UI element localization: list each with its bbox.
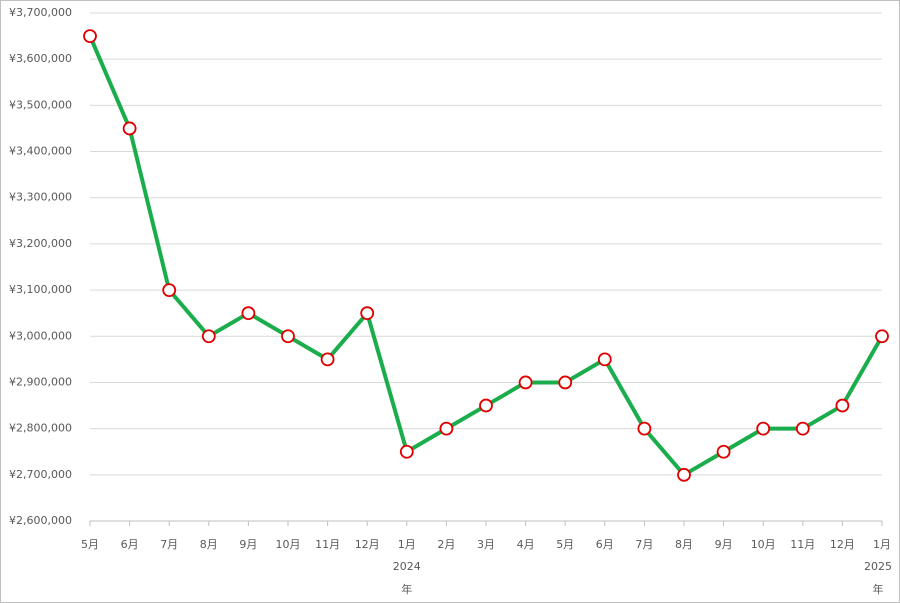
x-tick-label: 5月: [81, 538, 99, 551]
x-tick-label: 5月: [556, 538, 574, 551]
marker: [201, 329, 216, 344]
x-tick-label: 11月: [315, 538, 340, 551]
x-tick-label: 7月: [635, 538, 653, 551]
y-tick-label: ¥3,200,000: [9, 237, 72, 250]
x-group-label: 年: [873, 582, 884, 596]
y-tick-label: ¥3,600,000: [9, 52, 72, 65]
marker: [518, 375, 533, 390]
x-tick-label: 12月: [830, 538, 855, 551]
x-tick-label: 9月: [715, 538, 733, 551]
x-tick-label: 8月: [675, 538, 693, 551]
x-group-label: 2025: [864, 560, 892, 573]
x-tick-label: 10月: [751, 538, 776, 551]
marker: [360, 306, 375, 321]
y-tick-label: ¥3,400,000: [9, 145, 72, 158]
x-tick-label: 7月: [160, 538, 178, 551]
x-tick-label: 1月: [873, 538, 891, 551]
marker: [716, 444, 731, 459]
marker: [320, 352, 335, 367]
y-tick-label: ¥2,700,000: [9, 468, 72, 481]
y-tick-label: ¥3,000,000: [9, 329, 72, 342]
marker: [83, 29, 97, 43]
x-tick-label: 10月: [276, 538, 301, 551]
marker: [241, 306, 256, 321]
x-tick-label: 6月: [596, 538, 614, 551]
marker: [479, 398, 493, 413]
x-tick-label: 1月: [398, 538, 416, 551]
marker: [399, 444, 414, 459]
x-tick-label: 9月: [239, 538, 257, 551]
marker: [637, 421, 652, 436]
marker: [875, 329, 889, 344]
y-tick-label: ¥2,600,000: [9, 514, 72, 527]
marker: [677, 467, 691, 482]
y-tick-label: ¥3,300,000: [9, 191, 72, 204]
marker: [281, 329, 295, 344]
x-tick-label: 4月: [517, 538, 535, 551]
y-tick-label: ¥3,100,000: [9, 283, 72, 296]
x-group-label: 2024: [393, 560, 421, 573]
x-tick-label: 2月: [437, 538, 455, 551]
y-tick-label: ¥2,800,000: [9, 422, 72, 435]
x-tick-label: 3月: [477, 538, 495, 551]
marker: [558, 375, 573, 390]
x-tick-label: 8月: [200, 538, 218, 551]
marker: [756, 421, 771, 436]
marker: [795, 421, 810, 436]
x-tick-label: 12月: [355, 538, 380, 551]
y-tick-label: ¥2,900,000: [9, 375, 72, 388]
x-tick-label: 11月: [790, 538, 815, 551]
marker: [835, 398, 850, 413]
y-tick-label: ¥3,500,000: [9, 98, 72, 111]
x-tick-label: 6月: [121, 538, 139, 551]
marker: [162, 283, 177, 297]
marker: [439, 421, 454, 436]
y-tick-label: ¥3,700,000: [9, 6, 72, 19]
marker: [122, 121, 137, 136]
marker: [597, 352, 612, 367]
x-group-label: 年: [401, 582, 412, 596]
